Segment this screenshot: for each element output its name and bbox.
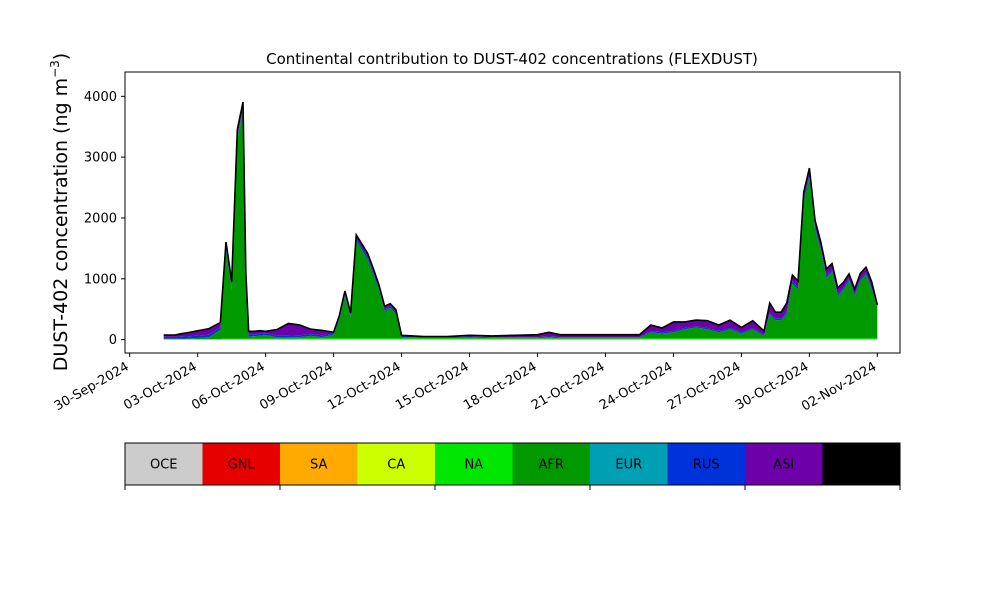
y-axis: 0 1000 2000 3000 4000 (84, 90, 125, 348)
x-tick-label: 06-Oct-2024 (189, 359, 267, 413)
x-tick-label: 27-Oct-2024 (665, 359, 743, 413)
stacked-area-layer (164, 102, 878, 340)
legend-label-asi: ASI (773, 458, 794, 473)
chart-title: Continental contribution to DUST-402 con… (266, 50, 758, 68)
y-tick-label: 4000 (84, 90, 117, 105)
y-axis-label-close: ) (50, 53, 72, 60)
x-tick-label: 02-Nov-2024 (799, 359, 879, 414)
legend-label-aus: AUS (848, 458, 875, 473)
y-tick-label: 2000 (84, 211, 117, 226)
legend-label-eur: EUR (615, 458, 642, 473)
x-tick-label: 24-Oct-2024 (597, 359, 675, 413)
x-tick-label: 12-Oct-2024 (325, 359, 403, 413)
area-series-aus (164, 102, 878, 336)
legend-label-rus: RUS (693, 458, 720, 473)
x-tick-label: 18-Oct-2024 (461, 359, 539, 413)
legend-label-sa: SA (310, 458, 327, 473)
y-axis-label-superscript: −3 (48, 60, 62, 78)
y-axis-label-text: DUST-402 concentration (ng m (50, 78, 72, 371)
y-tick-label: 1000 (84, 272, 117, 287)
y-tick-label: 0 (109, 333, 117, 348)
x-tick-label: 30-Oct-2024 (733, 359, 811, 413)
area-series-asi (164, 102, 878, 337)
y-tick-label: 3000 (84, 151, 117, 166)
legend-label-gnl: GNL (228, 458, 256, 473)
legend-label-ca: CA (387, 458, 405, 473)
legend-colorbar: OCE GNL SA CA NA AFR EUR RUS ASI AUS (125, 443, 900, 490)
x-axis: 30-Sep-202403-Oct-202406-Oct-202409-Oct-… (52, 353, 879, 414)
legend-label-afr: AFR (539, 458, 564, 473)
total-outline-line (164, 102, 878, 336)
legend-label-oce: OCE (150, 458, 178, 473)
y-axis-label: DUST-402 concentration (ng m−3) (48, 53, 72, 371)
x-tick-label: 03-Oct-2024 (121, 359, 199, 413)
x-tick-label: 21-Oct-2024 (529, 359, 607, 413)
legend-label-na: NA (464, 458, 483, 473)
x-tick-label: 09-Oct-2024 (257, 359, 335, 413)
x-tick-label: 15-Oct-2024 (393, 359, 471, 413)
